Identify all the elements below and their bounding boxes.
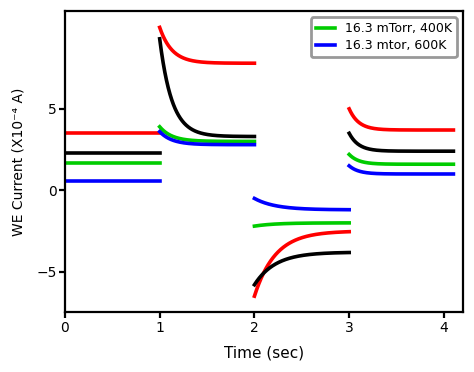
X-axis label: Time (sec): Time (sec): [224, 346, 304, 361]
Y-axis label: WE Current (X10⁻⁴ A): WE Current (X10⁻⁴ A): [11, 87, 25, 236]
Legend: 16.3 mTorr, 400K, 16.3 mtor, 600K: 16.3 mTorr, 400K, 16.3 mtor, 600K: [311, 17, 456, 57]
